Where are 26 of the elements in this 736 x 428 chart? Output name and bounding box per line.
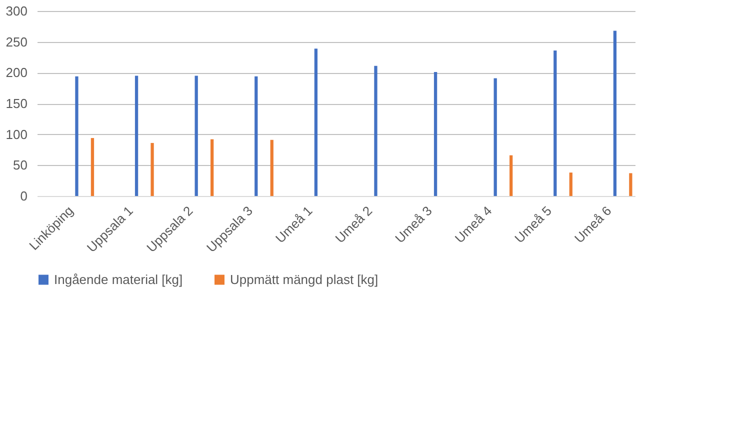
legend-label: Uppmätt mängd plast [kg] [230, 272, 378, 287]
y-tick-label: 200 [6, 65, 28, 80]
y-tick-label: 250 [6, 34, 28, 50]
bar [434, 72, 438, 196]
bar [254, 76, 258, 196]
legend-label: Ingående material [kg] [54, 272, 183, 287]
bar [629, 173, 632, 196]
y-tick-label: 0 [20, 188, 28, 204]
bar [569, 172, 572, 196]
bar [494, 78, 497, 196]
bar [510, 155, 513, 196]
bar [210, 139, 214, 196]
bar [90, 138, 94, 196]
bar [613, 30, 617, 196]
y-tick-label: 100 [6, 126, 28, 142]
bar [194, 76, 198, 196]
y-tick-label: 50 [13, 158, 28, 173]
bar [554, 50, 557, 196]
bar [75, 76, 78, 196]
bar [150, 142, 154, 196]
bar [314, 48, 318, 196]
bar [270, 140, 274, 196]
y-tick-label: 300 [6, 4, 28, 18]
bar [134, 76, 138, 196]
y-tick-label: 150 [6, 96, 28, 111]
bar [374, 66, 378, 196]
